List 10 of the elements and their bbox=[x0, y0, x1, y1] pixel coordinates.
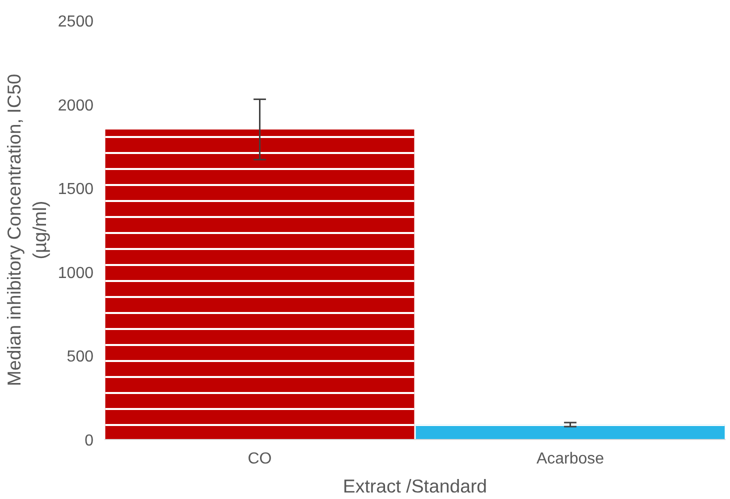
y-tick-label: 1500 bbox=[58, 181, 94, 198]
y-tick-label: 2500 bbox=[58, 14, 94, 30]
y-axis-title: Median inhibitory Concentration, IC50 (µg/ml) bbox=[4, 74, 50, 386]
x-axis-title: Extract /Standard bbox=[342, 476, 488, 496]
x-tick-label: Acarbose bbox=[536, 450, 604, 468]
y-tick-label: 500 bbox=[66, 348, 94, 366]
y-tick-label: 1000 bbox=[58, 264, 94, 282]
y-tick-label: 0 bbox=[84, 432, 94, 450]
y-tick-label: 2000 bbox=[58, 97, 94, 114]
x-tick-label: CO bbox=[248, 450, 272, 468]
